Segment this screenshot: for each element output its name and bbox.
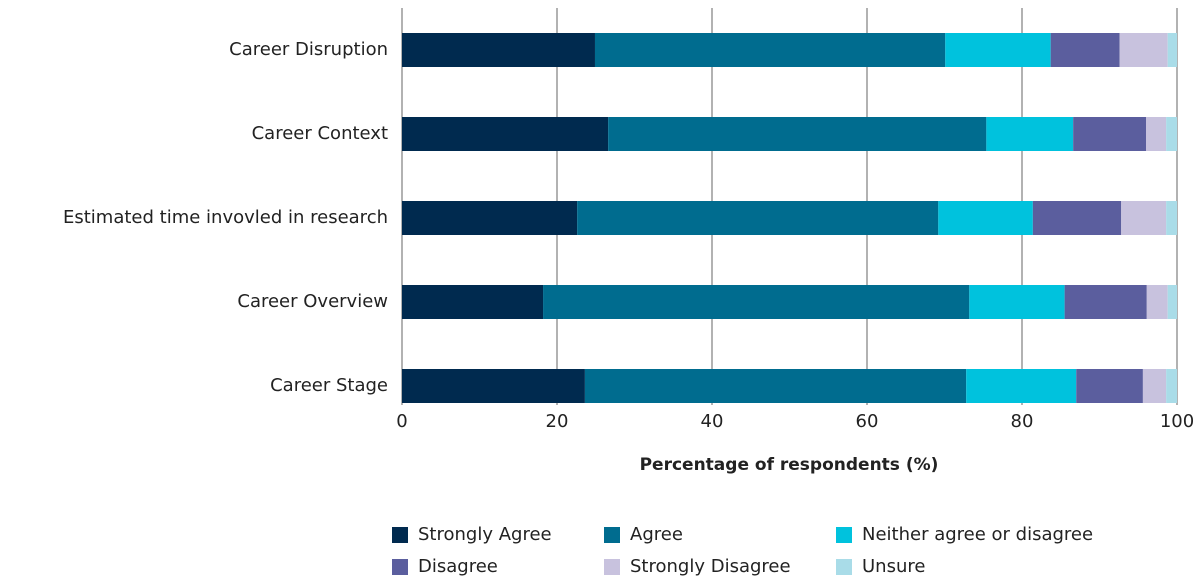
bar-segment [1032, 201, 1122, 235]
legend-swatch [604, 527, 620, 543]
bar-segment [584, 369, 967, 403]
bar-segment [543, 285, 970, 319]
y-tick-label: Career Context [252, 123, 388, 144]
bar-segment [966, 369, 1077, 403]
bar-segment [986, 117, 1074, 151]
x-tick-label: 40 [701, 411, 724, 432]
bar-segment [1050, 33, 1120, 67]
x-tick-label: 60 [856, 411, 879, 432]
bar-segment [945, 33, 1051, 67]
legend-swatch [392, 527, 408, 543]
y-tick-label: Career Overview [237, 291, 388, 312]
x-tick-label: 80 [1011, 411, 1034, 432]
x-tick-label: 100 [1160, 411, 1194, 432]
x-tick-label: 0 [396, 411, 407, 432]
bar-segment [402, 285, 544, 319]
bar-segment [594, 33, 946, 67]
bar-segment [1142, 369, 1167, 403]
bar-segment [402, 33, 595, 67]
bar-segment [1073, 117, 1146, 151]
legend-label: Strongly Agree [418, 524, 552, 545]
bar-segment [1064, 285, 1147, 319]
bar-segment [402, 117, 609, 151]
bar-segment [1166, 201, 1177, 235]
legend-swatch [392, 559, 408, 575]
bar-segment [1119, 33, 1168, 67]
bar-segment [402, 369, 585, 403]
bar-segment [608, 117, 987, 151]
bar-segment [1146, 117, 1167, 151]
y-tick-label: Career Stage [270, 375, 388, 396]
legend-label: Neither agree or disagree [862, 524, 1093, 545]
legend-swatch [836, 527, 852, 543]
legend-label: Strongly Disagree [630, 556, 791, 577]
bar-segment [1166, 117, 1177, 151]
bar-segment [938, 201, 1033, 235]
bar-segment [1167, 285, 1177, 319]
legend-label: Disagree [418, 556, 498, 577]
x-tick-label: 20 [546, 411, 569, 432]
bar-segment [1167, 33, 1177, 67]
bar-segment [969, 285, 1065, 319]
bar-segment [1121, 201, 1167, 235]
bar-segment [1076, 369, 1143, 403]
y-tick-label: Career Disruption [229, 39, 388, 60]
bar-segment [577, 201, 939, 235]
bar-segment [402, 201, 578, 235]
bar-segment [1166, 369, 1177, 403]
x-axis-label: Percentage of respondents (%) [640, 455, 939, 475]
legend-swatch [836, 559, 852, 575]
legend-label: Agree [630, 524, 683, 545]
legend-label: Unsure [862, 556, 925, 577]
legend-swatch [604, 559, 620, 575]
y-tick-label: Estimated time invovled in research [63, 207, 388, 228]
bar-segment [1146, 285, 1168, 319]
